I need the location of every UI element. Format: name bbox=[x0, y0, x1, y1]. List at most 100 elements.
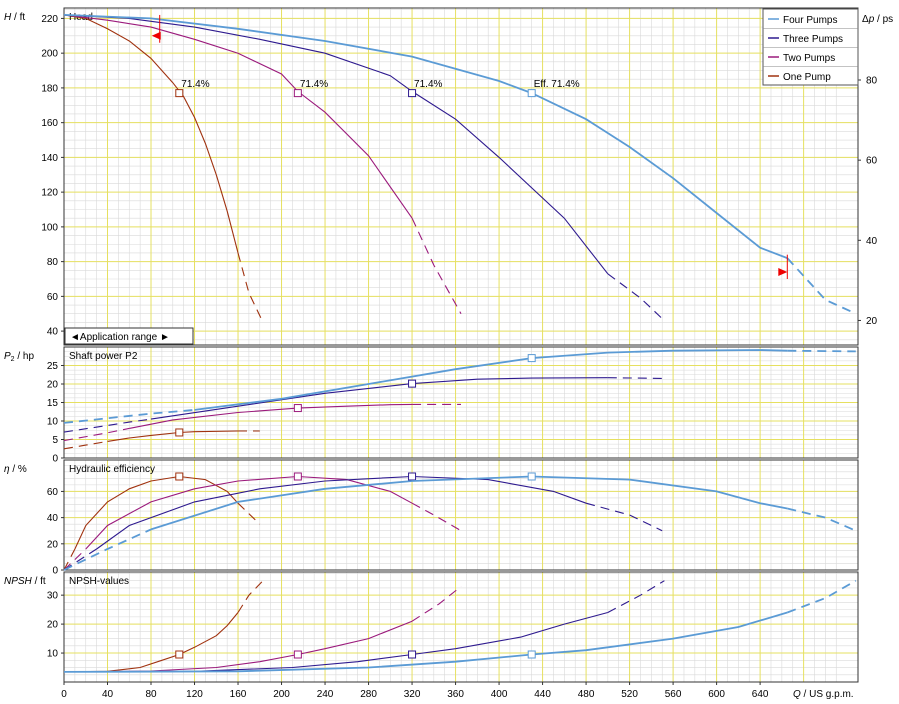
series-line-dashed bbox=[63, 528, 152, 571]
series-line-dashed bbox=[607, 580, 665, 613]
y-tick-label: 220 bbox=[41, 14, 58, 25]
panel-background bbox=[64, 8, 858, 345]
series-line-dashed bbox=[63, 548, 87, 571]
y-tick-label: 100 bbox=[41, 222, 58, 233]
x-tick-label: 640 bbox=[752, 689, 769, 700]
y-tick-label: 5 bbox=[52, 435, 58, 446]
x-tick-label: 240 bbox=[317, 689, 334, 700]
series-line-dashed bbox=[787, 349, 856, 353]
x-tick-label: 320 bbox=[404, 689, 421, 700]
series-one-pump bbox=[63, 428, 260, 450]
duty-point-marker bbox=[408, 89, 417, 98]
y-tick-label: 0 bbox=[52, 566, 58, 577]
y-axis-label: NPSH / ft bbox=[4, 576, 46, 587]
y-axis-label: η / % bbox=[4, 464, 27, 475]
series-one-pump bbox=[63, 14, 264, 323]
x-tick-label: 560 bbox=[665, 689, 682, 700]
duty-point-marker bbox=[293, 89, 302, 98]
y-tick-label: 80 bbox=[47, 257, 59, 268]
x-tick-label: 160 bbox=[230, 689, 247, 700]
panel-title: NPSH-values bbox=[69, 576, 129, 587]
legend: Four Pumps Three Pumps Two Pumps One Pump bbox=[762, 8, 859, 86]
y-tick-label: 160 bbox=[41, 118, 58, 129]
duty-point-marker bbox=[175, 650, 184, 659]
application-range-label: ◄Application range ► bbox=[70, 332, 170, 343]
series-four-pumps bbox=[63, 14, 857, 315]
y-axis-label: H / ft bbox=[4, 12, 25, 23]
secondary-tick-label: 20 bbox=[866, 316, 878, 327]
secondary-tick-label: 40 bbox=[866, 236, 878, 247]
x-tick-label: 400 bbox=[491, 689, 508, 700]
panel-efficiency: 0 20 40 60 η / % Hydraulic efficiency bbox=[4, 459, 859, 577]
y-tick-label: 20 bbox=[47, 380, 59, 391]
x-tick-label: 120 bbox=[186, 689, 203, 700]
duty-point-marker bbox=[293, 472, 302, 481]
series-four-pumps bbox=[63, 349, 856, 424]
legend-box bbox=[762, 8, 859, 86]
y-tick-label: 120 bbox=[41, 188, 58, 199]
y-tick-label: 140 bbox=[41, 153, 58, 164]
panel-title: Shaft power P2 bbox=[69, 351, 138, 362]
x-tick-label: 480 bbox=[578, 689, 595, 700]
series-three-pumps bbox=[63, 14, 665, 322]
secondary-axis-label: Δp / ps bbox=[862, 14, 893, 25]
series-line-dashed bbox=[585, 502, 663, 532]
y-tick-label: 25 bbox=[47, 361, 59, 372]
y-tick-label: 10 bbox=[47, 417, 59, 428]
series-four-pumps bbox=[63, 579, 857, 673]
panel-background bbox=[64, 572, 858, 682]
y-tick-label: 10 bbox=[47, 649, 59, 660]
efficiency-annotation: 71.4% bbox=[300, 79, 328, 90]
series-line-dashed bbox=[786, 579, 857, 614]
series-line-dashed bbox=[411, 217, 462, 314]
series-line-dashed bbox=[63, 440, 108, 450]
y-tick-label: 20 bbox=[47, 620, 59, 631]
series-line-dashed bbox=[63, 548, 76, 571]
efficiency-annotation: 71.4% bbox=[181, 79, 209, 90]
y-tick-label: 200 bbox=[41, 49, 58, 60]
y-axis-label: P2 / hp bbox=[4, 351, 34, 363]
legend-entry: Two Pumps bbox=[783, 53, 835, 64]
application-range-arrow-right bbox=[778, 268, 788, 277]
x-tick-label: 280 bbox=[360, 689, 377, 700]
series-line-dashed bbox=[237, 502, 261, 525]
series-line-dashed bbox=[787, 507, 857, 532]
series-two-pumps bbox=[63, 586, 462, 673]
series-line bbox=[63, 14, 413, 219]
series-line-dashed bbox=[607, 273, 665, 322]
series-two-pumps bbox=[63, 14, 462, 314]
duty-point-marker bbox=[175, 428, 184, 437]
legend-entry: Four Pumps bbox=[783, 15, 837, 26]
efficiency-annotation: 71.4% bbox=[414, 79, 442, 90]
duty-point-marker bbox=[527, 354, 536, 363]
legend-entry: One Pump bbox=[783, 72, 831, 83]
y-tick-label: 60 bbox=[47, 487, 59, 498]
x-axis: 0 40 80 120 160 200 240 280 320 360 400 440 480 520 56… bbox=[61, 682, 854, 700]
duty-point-marker bbox=[293, 404, 302, 413]
x-tick-label: 600 bbox=[708, 689, 725, 700]
duty-point-marker bbox=[293, 650, 302, 659]
series-three-pumps bbox=[63, 580, 665, 673]
secondary-tick-label: 80 bbox=[866, 76, 878, 87]
series-four-pumps bbox=[63, 472, 857, 571]
x-tick-label: 360 bbox=[447, 689, 464, 700]
series-line-dashed bbox=[786, 257, 857, 315]
x-axis-label: Q / US g.p.m. bbox=[793, 689, 854, 700]
duty-point-marker bbox=[175, 89, 184, 98]
series-line-dashed bbox=[237, 252, 264, 323]
series-line bbox=[107, 430, 239, 442]
series-two-pumps bbox=[63, 472, 462, 571]
legend-entry: Three Pumps bbox=[783, 34, 843, 45]
series-line bbox=[85, 475, 413, 550]
y-tick-label: 20 bbox=[47, 539, 59, 550]
series-one-pump bbox=[63, 580, 264, 673]
series-line-dashed bbox=[411, 502, 462, 532]
series-line bbox=[63, 14, 609, 275]
panel-frame bbox=[63, 7, 859, 346]
series-two-pumps bbox=[63, 403, 461, 442]
panel-frame bbox=[63, 571, 859, 683]
y-tick-label: 180 bbox=[41, 83, 58, 94]
